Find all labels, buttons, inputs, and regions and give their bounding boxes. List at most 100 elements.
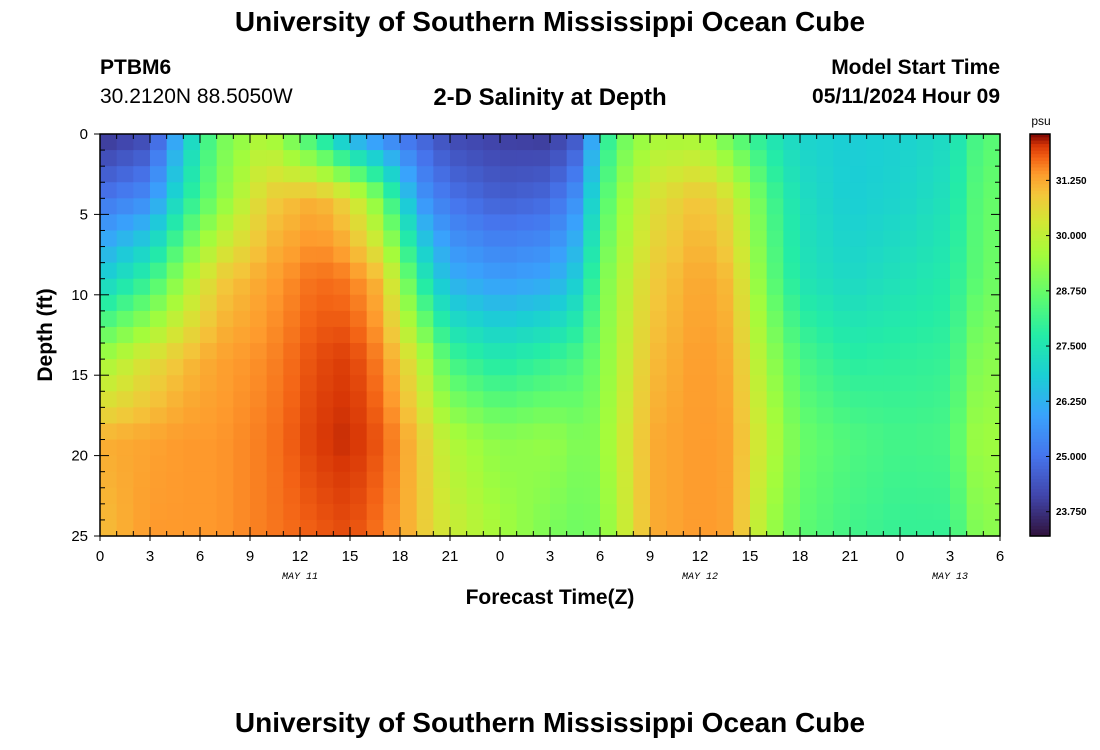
- colorbar-tick-label: 25.000: [1056, 452, 1087, 463]
- heatmap-cell: [800, 471, 818, 489]
- colorbar-swatch: [1030, 385, 1050, 390]
- heatmap-cell: [666, 182, 684, 199]
- heatmap-cell: [883, 359, 901, 376]
- heatmap-cell: [333, 246, 351, 264]
- heatmap-cell: [350, 407, 368, 425]
- heatmap-cell: [333, 134, 351, 151]
- heatmap-cell: [666, 134, 684, 151]
- heatmap-cell: [433, 503, 451, 521]
- heatmap-cell: [366, 375, 384, 392]
- heatmap-cell: [783, 262, 801, 280]
- heatmap-cell: [816, 503, 834, 521]
- heatmap-cell: [983, 519, 1001, 537]
- heatmap-cell: [416, 503, 434, 521]
- colorbar-swatch: [1030, 204, 1050, 209]
- colorbar-swatch: [1030, 164, 1050, 169]
- heatmap-cell: [566, 455, 584, 473]
- heatmap-cell: [400, 262, 418, 280]
- heatmap-cell: [900, 359, 918, 376]
- heatmap-cell: [566, 503, 584, 521]
- heatmap-cell: [733, 198, 751, 215]
- heatmap-cell: [733, 487, 751, 505]
- colorbar-swatch: [1030, 154, 1050, 159]
- heatmap-cell: [450, 455, 468, 473]
- heatmap-cell: [316, 343, 334, 360]
- heatmap-cell: [533, 391, 551, 408]
- heatmap-cell: [416, 359, 434, 376]
- heatmap-cell: [316, 471, 334, 489]
- heatmap-cell: [900, 310, 918, 328]
- heatmap-cell: [416, 182, 434, 199]
- x-tick-label: 21: [842, 548, 859, 565]
- heatmap-cell: [750, 519, 768, 537]
- heatmap-cell: [116, 519, 134, 537]
- heatmap-cell: [850, 246, 868, 264]
- colorbar-swatch: [1030, 214, 1050, 219]
- heatmap-cell: [466, 262, 484, 280]
- heatmap-cell: [866, 230, 884, 248]
- colorbar-swatch: [1030, 482, 1050, 487]
- heatmap-cell: [666, 326, 684, 344]
- heatmap-cell: [350, 166, 368, 183]
- heatmap-cell: [650, 198, 668, 215]
- heatmap-cell: [100, 439, 118, 457]
- heatmap-cell: [300, 391, 318, 408]
- heatmap-cell: [833, 487, 851, 505]
- heatmap-cell: [233, 439, 251, 457]
- heatmap-cell: [416, 326, 434, 344]
- heatmap-cell: [516, 278, 534, 296]
- heatmap-cell: [100, 150, 118, 167]
- heatmap-cell: [200, 471, 218, 489]
- colorbar-swatch: [1030, 341, 1050, 346]
- heatmap-cell: [966, 359, 984, 376]
- heatmap-cell: [550, 439, 568, 457]
- heatmap-cell: [500, 407, 518, 425]
- colorbar-swatch: [1030, 365, 1050, 370]
- heatmap-cell: [333, 487, 351, 505]
- heatmap-cell: [366, 134, 384, 151]
- heatmap-cell: [366, 150, 384, 167]
- heatmap-cell: [983, 198, 1001, 215]
- heatmap-cell: [550, 391, 568, 408]
- heatmap-cell: [950, 134, 968, 151]
- colorbar-swatch: [1030, 495, 1050, 500]
- heatmap-cell: [816, 310, 834, 328]
- heatmap-cell: [516, 503, 534, 521]
- heatmap-cell: [316, 134, 334, 151]
- heatmap-cell: [483, 471, 501, 489]
- heatmap-cell: [366, 166, 384, 183]
- heatmap-cell: [450, 150, 468, 167]
- heatmap-cell: [133, 278, 151, 296]
- heatmap-cell: [766, 455, 784, 473]
- heatmap-cell: [550, 150, 568, 167]
- heatmap-cell: [116, 326, 134, 344]
- heatmap-cell: [883, 134, 901, 151]
- heatmap-cell: [283, 423, 301, 441]
- heatmap-cell: [700, 343, 718, 360]
- heatmap-cell: [833, 375, 851, 392]
- colorbar-swatch: [1030, 234, 1050, 239]
- heatmap-cell: [450, 439, 468, 457]
- heatmap-cell: [566, 471, 584, 489]
- heatmap-cell: [166, 375, 184, 392]
- heatmap-cell: [500, 278, 518, 296]
- heatmap-cell: [183, 359, 201, 376]
- heatmap-cell: [783, 343, 801, 360]
- colorbar-tick-label: 30.000: [1056, 231, 1087, 242]
- heatmap-cell: [400, 278, 418, 296]
- heatmap-cell: [366, 326, 384, 344]
- heatmap-cell: [866, 262, 884, 280]
- heatmap-cell: [350, 326, 368, 344]
- heatmap-cell: [100, 407, 118, 425]
- heatmap-cell: [750, 407, 768, 425]
- heatmap-cell: [966, 150, 984, 167]
- heatmap-cell: [833, 182, 851, 199]
- heatmap-cell: [450, 310, 468, 328]
- heatmap-cell: [983, 214, 1001, 232]
- colorbar-swatch: [1030, 328, 1050, 333]
- heatmap-cell: [250, 423, 268, 441]
- heatmap-cell: [283, 198, 301, 215]
- heatmap-cell: [766, 150, 784, 167]
- heatmap-cell: [533, 214, 551, 232]
- heatmap-cell: [633, 134, 651, 151]
